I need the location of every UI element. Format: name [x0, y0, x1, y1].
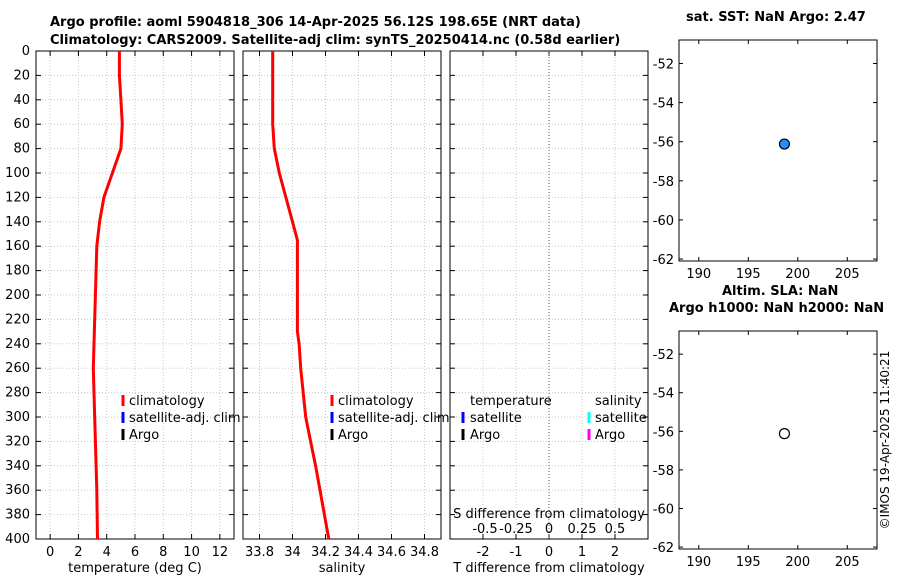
temperature-y-tick-label: 80	[13, 142, 30, 157]
temperature-y-tick-label: 400	[5, 532, 30, 547]
map_sst-panel	[678, 39, 878, 262]
difference-salinity-legend-label: satellite	[595, 411, 647, 426]
difference-temperature-legend-label: satellite	[470, 411, 522, 426]
salinity-x-tick-label: 34.4	[344, 545, 373, 560]
temperature-y-tick-label: 300	[5, 410, 30, 425]
map_sst-x-tick-label: 205	[835, 267, 860, 282]
difference-s-tick-label: 0.25	[568, 522, 597, 537]
sst-map-title: sat. SST: NaN Argo: 2.47	[686, 10, 866, 25]
temperature-x-tick-label: 4	[103, 545, 111, 560]
difference-x-axis-label: T difference from climatology	[452, 561, 645, 576]
salinity-legend-label: satellite-adj. clim	[338, 411, 450, 426]
temperature-panel	[35, 50, 235, 540]
map_sla-panel	[678, 330, 878, 550]
temperature-y-tick-label: 340	[5, 459, 30, 474]
difference-s-tick-label: 0	[545, 522, 553, 537]
temperature-x-tick-label: 2	[74, 545, 82, 560]
temperature-y-tick-label: 200	[5, 288, 30, 303]
map_sst-y-tick-label: -52	[653, 57, 674, 72]
salinity-x-tick-label: 34.8	[410, 545, 439, 560]
salinity-climatology-line	[271, 51, 331, 540]
temperature-y-tick-label: 100	[5, 166, 30, 181]
map_sla-x-tick-label: 200	[785, 555, 810, 570]
difference-x-tick-label: 2	[611, 545, 619, 560]
difference-x-tick-label: -1	[510, 545, 523, 560]
salinity-x-tick-label: 34	[284, 545, 301, 560]
temperature-y-tick-label: 280	[5, 386, 30, 401]
temperature-y-tick-label: 360	[5, 483, 30, 498]
difference-salinity-legend-title: salinity	[595, 394, 642, 409]
temperature-x-tick-label: 6	[131, 545, 139, 560]
map_sst-x-tick-label: 200	[785, 267, 810, 282]
salinity-panel	[242, 50, 442, 540]
map_sst-x-tick-label: 190	[686, 267, 711, 282]
map_sla-y-tick-label: -52	[653, 348, 674, 363]
difference-s-tick-label: 0.5	[605, 522, 626, 537]
temperature-legend-label: climatology	[129, 394, 205, 409]
difference-salinity-legend-label: Argo	[595, 428, 625, 443]
map_sla-x-tick-label: 205	[835, 555, 860, 570]
temperature-y-tick-label: 240	[5, 337, 30, 352]
temperature-x-tick-label: 12	[212, 545, 229, 560]
map_sst-y-tick-label: -58	[653, 175, 674, 190]
figure-title-line-2: Climatology: CARS2009. Satellite-adj cli…	[50, 33, 621, 48]
difference-x-tick-label: 1	[578, 545, 586, 560]
map_sla-axes-frame	[678, 330, 878, 550]
map_sst-y-tick-label: -56	[653, 136, 674, 151]
temperature-y-tick-label: 40	[13, 93, 30, 108]
map_sla-x-tick-label: 190	[686, 555, 711, 570]
map_sla-y-tick-label: -56	[653, 425, 674, 440]
temperature-x-tick-label: 10	[183, 545, 200, 560]
temperature-y-tick-label: 0	[22, 44, 30, 59]
difference-temperature-legend-label: Argo	[470, 428, 500, 443]
difference-s-tick-label: -0.25	[499, 522, 533, 537]
temperature-y-tick-label: 380	[5, 508, 30, 523]
salinity-legend-label: Argo	[338, 428, 368, 443]
temperature-y-tick-label: 60	[13, 117, 30, 132]
map_sst-y-tick-label: -60	[653, 214, 674, 229]
temperature-y-tick-label: 20	[13, 68, 30, 83]
map_sla-y-tick-label: -54	[653, 387, 674, 402]
salinity-x-tick-label: 34.6	[377, 545, 406, 560]
temperature-x-axis-label: temperature (deg C)	[68, 561, 202, 576]
temperature-y-tick-label: 320	[5, 434, 30, 449]
map_sla-argo-marker	[778, 428, 791, 440]
map_sst-argo-marker	[778, 138, 791, 150]
temperature-x-tick-label: 0	[46, 545, 54, 560]
salinity-legend-label: climatology	[338, 394, 414, 409]
temperature-x-tick-label: 8	[159, 545, 167, 560]
difference-x-tick-label: 0	[545, 545, 553, 560]
salinity-x-tick-label: 33.8	[245, 545, 274, 560]
map_sst-y-tick-label: -62	[653, 253, 674, 268]
temperature-legend-label: satellite-adj. clim	[129, 411, 241, 426]
sla-map-title-line-1: Altim. SLA: NaN	[722, 284, 839, 299]
temperature-y-tick-label: 180	[5, 264, 30, 279]
temperature-y-tick-label: 140	[5, 215, 30, 230]
map_sst-axes-frame	[678, 39, 878, 262]
salinity-x-axis-label: salinity	[319, 561, 366, 576]
map_sst-y-tick-label: -54	[653, 97, 674, 112]
temperature-legend-label: Argo	[129, 428, 159, 443]
difference-x-tick-label: -2	[477, 545, 490, 560]
map_sst-x-tick-label: 195	[736, 267, 761, 282]
temperature-y-tick-label: 220	[5, 312, 30, 327]
map_sla-x-tick-label: 195	[736, 555, 761, 570]
difference-s-axis-label: S difference from climatology	[453, 507, 645, 522]
map_sla-y-tick-label: -60	[653, 502, 674, 517]
temperature-y-tick-label: 260	[5, 361, 30, 376]
temperature-climatology-line	[91, 51, 124, 540]
temperature-y-tick-label: 160	[5, 239, 30, 254]
temperature-y-tick-label: 120	[5, 190, 30, 205]
map_sla-y-tick-label: -58	[653, 464, 674, 479]
sla-map-title-line-2: Argo h1000: NaN h2000: NaN	[669, 301, 885, 316]
salinity-x-tick-label: 34.2	[311, 545, 340, 560]
difference-temperature-legend-title: temperature	[470, 394, 552, 409]
figure-title-line-1: Argo profile: aoml 5904818_306 14-Apr-20…	[50, 15, 581, 30]
difference-s-tick-label: -0.5	[472, 522, 497, 537]
map_sla-y-tick-label: -62	[653, 541, 674, 556]
